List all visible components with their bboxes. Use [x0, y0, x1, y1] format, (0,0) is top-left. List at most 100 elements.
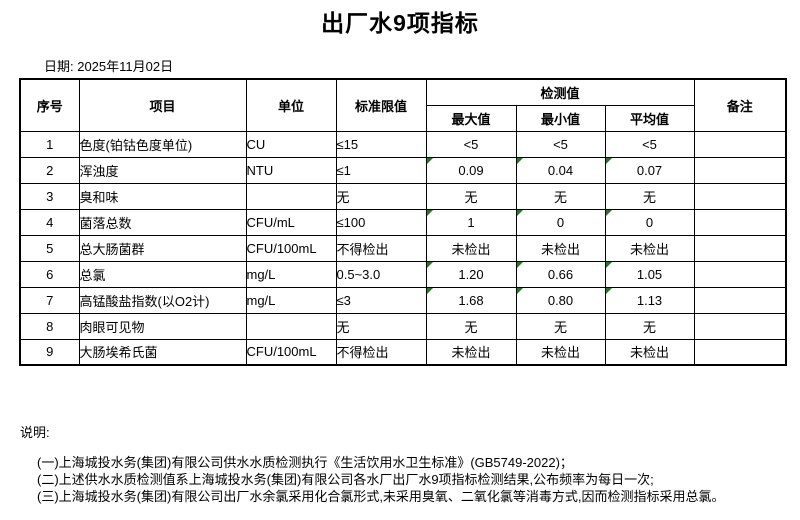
header-item: 项目 — [78, 78, 247, 132]
cell-remark — [693, 234, 787, 262]
cell-avg: 无 — [604, 182, 695, 210]
cell-no: 4 — [19, 208, 80, 236]
header-row-2: 最大值 最小值 平均值 — [20, 104, 786, 132]
cell-unit: CFU/100mL — [245, 234, 337, 262]
cell-max: <5 — [425, 130, 517, 158]
cell-limit: 无 — [335, 312, 427, 340]
header-row-1: 序号 项目 单位 标准限值 检测值 备注 — [19, 78, 787, 132]
header-min: 最小值 — [515, 104, 606, 132]
header-limit: 标准限值 — [335, 78, 427, 132]
cell-limit: 不得检出 — [335, 234, 427, 262]
cell-item: 菌落总数 — [78, 208, 247, 236]
cell-unit — [245, 182, 337, 210]
cell-max: 1.68 — [425, 286, 517, 314]
cell-avg: <5 — [604, 130, 695, 158]
cell-avg: 0.07 — [604, 156, 695, 184]
cell-remark — [693, 156, 787, 184]
cell-min: 无 — [515, 312, 606, 340]
cell-no: 1 — [19, 130, 80, 158]
page-title: 出厂水9项指标 — [321, 10, 479, 36]
cell-item: 总氯 — [78, 260, 247, 288]
cell-remark — [693, 208, 787, 236]
cell-item: 肉眼可见物 — [78, 312, 247, 340]
cell-unit: mg/L — [245, 260, 337, 288]
cell-avg: 未检出 — [604, 338, 695, 366]
cell-avg: 无 — [604, 312, 695, 340]
cell-no: 5 — [19, 234, 80, 262]
cell-item: 浑浊度 — [78, 156, 247, 184]
cell-remark — [693, 260, 787, 288]
note-line: (三)上海城投水务(集团)有限公司出厂水余氯采用化合氯形式,未采用臭氧、二氧化氯… — [37, 489, 725, 504]
cell-unit: CU — [245, 130, 337, 158]
cell-min: 0.80 — [515, 286, 606, 314]
cell-max: 无 — [425, 312, 517, 340]
cell-min: 0.04 — [515, 156, 606, 184]
cell-item: 臭和味 — [78, 182, 247, 210]
cell-min: 未检出 — [515, 338, 606, 366]
cell-max: 未检出 — [425, 234, 517, 262]
table-row: 9 大肠埃希氏菌 CFU/100mL 不得检出 未检出 未检出 未检出 — [19, 338, 787, 366]
cell-item: 高锰酸盐指数(以O2计) — [78, 286, 247, 314]
cell-item: 总大肠菌群 — [78, 234, 247, 262]
table-row: 7 高锰酸盐指数(以O2计) mg/L ≤3 1.68 0.80 1.13 — [19, 286, 787, 314]
table-row: 4 菌落总数 CFU/mL ≤100 1 0 0 — [19, 208, 787, 236]
note-lines: (一)上海城投水务(集团)有限公司供水水质检测执行《生活饮用水卫生标准》(GB5… — [37, 454, 725, 505]
note-line: (二)上述供水水质检测值系上海城投水务(集团)有限公司各水厂出厂水9项指标检测结… — [37, 472, 654, 487]
header-avg: 平均值 — [604, 104, 695, 132]
cell-unit: mg/L — [245, 286, 337, 314]
cell-no: 9 — [19, 338, 80, 366]
cell-no: 3 — [19, 182, 80, 210]
table-row: 5 总大肠菌群 CFU/100mL 不得检出 未检出 未检出 未检出 — [19, 234, 787, 262]
table-row: 3 臭和味无无无无 — [19, 182, 787, 210]
cell-min: 0.66 — [515, 260, 606, 288]
cell-remark — [693, 286, 787, 314]
cell-no: 6 — [19, 260, 80, 288]
cell-no: 2 — [19, 156, 80, 184]
cell-min: 0 — [515, 208, 606, 236]
table-row: 2 浑浊度 NTU ≤1 0.09 0.04 0.07 — [19, 156, 787, 184]
cell-limit: ≤1 — [335, 156, 427, 184]
table-row: 8 肉眼可见物无无无无 — [19, 312, 787, 340]
notes-label: 说明: — [20, 425, 50, 440]
table-body: 1 色度(铂钴色度单位) CU ≤15 <5 <5 <5 2 浑浊度 NTU ≤1 0.09 0.04 0… — [19, 130, 787, 366]
header-no: 序号 — [19, 78, 80, 132]
table-header: 序号 项目 单位 标准限值 检测值 备注 最大值 最小值 平均值 — [19, 78, 787, 132]
cell-max: 无 — [425, 182, 517, 210]
header-max: 最大值 — [425, 104, 517, 132]
cell-unit: CFU/mL — [245, 208, 337, 236]
cell-remark — [693, 312, 787, 340]
cell-limit: ≤15 — [335, 130, 427, 158]
cell-max: 1 — [425, 208, 517, 236]
cell-min: <5 — [515, 130, 606, 158]
cell-max: 1.20 — [425, 260, 517, 288]
table-row: 1 色度(铂钴色度单位) CU ≤15 <5 <5 <5 — [19, 130, 787, 158]
cell-max: 0.09 — [425, 156, 517, 184]
cell-item: 色度(铂钴色度单位) — [78, 130, 247, 158]
cell-avg: 0 — [604, 208, 695, 236]
cell-item: 大肠埃希氏菌 — [78, 338, 247, 366]
water-quality-table: 序号 项目 单位 标准限值 检测值 备注 最大值 最小值 平均值 1 色度(铂钴色… — [19, 78, 788, 366]
cell-unit — [245, 312, 337, 340]
cell-no: 8 — [19, 312, 80, 340]
table-row: 6 总氯 mg/L 0.5~3.0 1.20 0.66 1.05 — [19, 260, 787, 288]
cell-limit: ≤100 — [335, 208, 427, 236]
cell-unit: NTU — [245, 156, 337, 184]
cell-limit: ≤3 — [335, 286, 427, 314]
header-remark: 备注 — [693, 78, 787, 132]
cell-avg: 1.13 — [604, 286, 695, 314]
cell-min: 无 — [515, 182, 606, 210]
cell-remark — [693, 130, 787, 158]
cell-avg: 未检出 — [604, 234, 695, 262]
header-unit: 单位 — [245, 78, 337, 132]
header-detect-group: 检测值 — [425, 78, 695, 106]
cell-limit: 0.5~3.0 — [335, 260, 427, 288]
cell-limit: 无 — [335, 182, 427, 210]
cell-limit: 不得检出 — [335, 338, 427, 366]
notes-section: 说明: (一)上海城投水务(集团)有限公司供水水质检测执行《生活饮用水卫生标准》… — [20, 422, 725, 505]
cell-no: 7 — [19, 286, 80, 314]
report-date: 日期: 2025年11月02日 — [44, 59, 174, 74]
cell-remark — [693, 182, 787, 210]
cell-remark — [693, 338, 787, 366]
cell-avg: 1.05 — [604, 260, 695, 288]
cell-max: 未检出 — [425, 338, 517, 366]
